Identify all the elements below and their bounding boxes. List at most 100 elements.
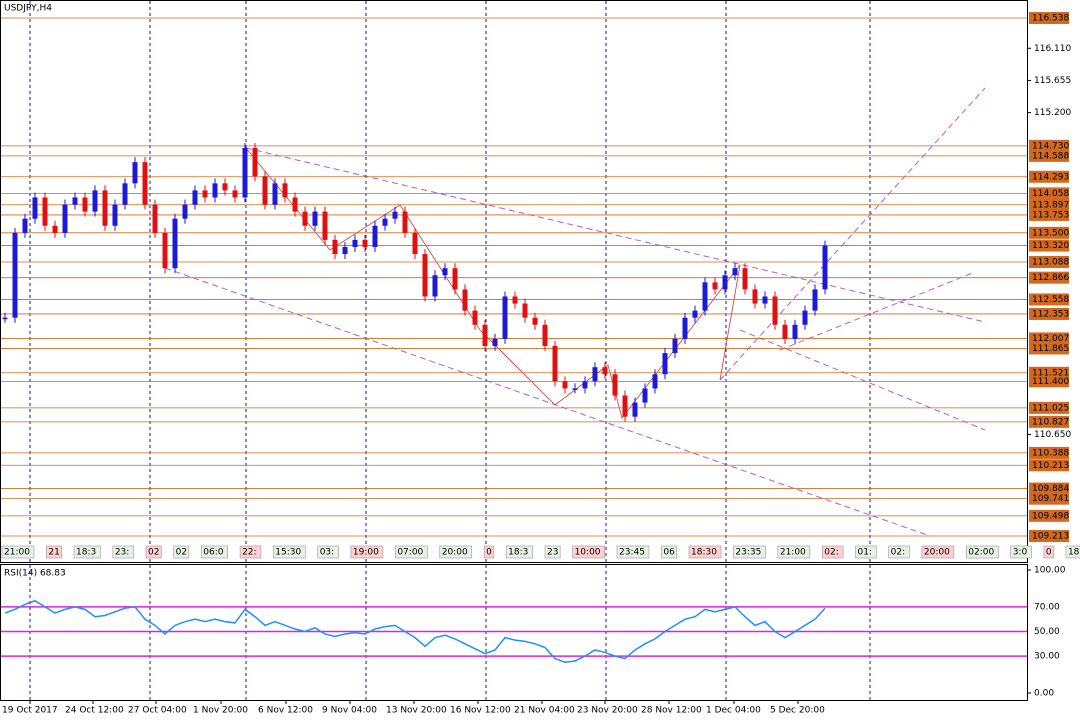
session-label: 06:0 — [203, 548, 223, 558]
time-label: 28 Nov 12:00 — [641, 706, 702, 716]
candle-body — [252, 147, 258, 177]
level-box — [1029, 307, 1069, 320]
candle-body — [632, 402, 638, 417]
session-label: 06 — [663, 548, 675, 558]
candle-body — [352, 239, 358, 247]
zigzag — [245, 147, 741, 419]
time-label: 5 Dec 20:00 — [770, 706, 825, 716]
candle-body — [142, 162, 148, 205]
candle-body — [282, 183, 288, 198]
session-label: 20:00 — [924, 548, 950, 558]
candle-body — [722, 275, 728, 290]
candle-body — [802, 310, 808, 325]
candle-body — [132, 162, 138, 184]
session-box — [1010, 545, 1032, 559]
session-box — [145, 545, 162, 559]
candle-body — [122, 183, 128, 205]
candle-body — [192, 190, 198, 205]
candle-body — [792, 324, 798, 339]
level-label: 113.088 — [1032, 257, 1069, 267]
candle-body — [702, 282, 708, 311]
session-box — [350, 545, 384, 559]
session-box — [46, 545, 62, 559]
candle-body — [412, 232, 418, 255]
candle-body — [592, 367, 598, 382]
session-box — [777, 545, 811, 559]
candle-body — [772, 296, 778, 325]
session-box — [966, 545, 999, 559]
price-tick-label: 116.110 — [1034, 44, 1071, 54]
level-box — [1029, 446, 1069, 459]
level-box — [1029, 492, 1069, 505]
candle-body — [92, 190, 98, 212]
trend-line — [245, 147, 986, 323]
time-label: 21 Nov 04:00 — [514, 706, 575, 716]
candle-body — [472, 310, 478, 325]
session-box — [921, 545, 955, 559]
rsi-tick-label: 50.00 — [1034, 627, 1060, 637]
candle-body — [542, 324, 548, 346]
price-tick-label: 115.200 — [1034, 108, 1071, 118]
session-label: 18:3 — [76, 548, 96, 558]
session-label: 18:3 — [508, 548, 528, 558]
candle-body — [572, 388, 578, 390]
session-box — [505, 545, 533, 559]
level-box — [1029, 239, 1069, 252]
candle-body — [622, 395, 628, 417]
candle-body — [612, 374, 618, 396]
level-box — [1029, 332, 1069, 345]
session-label: 10:00 — [575, 548, 601, 558]
candle-body — [202, 190, 208, 198]
candle-body — [492, 338, 498, 346]
candle-body — [322, 211, 328, 240]
candle-body — [362, 239, 368, 247]
session-box — [1, 545, 35, 559]
session-box — [395, 545, 428, 559]
candle-body — [152, 204, 158, 233]
price-tick-label: 110.650 — [1034, 430, 1071, 440]
session-label: 03: — [320, 548, 334, 558]
session-label: 21:00 — [4, 548, 30, 558]
candle-body — [392, 211, 398, 219]
candle-body — [422, 254, 428, 297]
session-box — [616, 545, 650, 559]
candle-body — [312, 211, 318, 226]
candle-body — [272, 183, 278, 205]
session-label: 02: — [824, 548, 838, 558]
level-box — [1029, 401, 1069, 414]
rsi-tick-label: 100.00 — [1034, 566, 1066, 576]
candle-body — [112, 204, 118, 226]
level-label: 112.353 — [1032, 309, 1069, 319]
price-tick-label: 115.655 — [1034, 76, 1071, 86]
level-box — [1029, 530, 1069, 542]
candle-body — [432, 275, 438, 297]
session-box — [173, 545, 190, 559]
session-box — [272, 545, 306, 559]
candle-body — [172, 218, 178, 269]
trend-lines — [164, 87, 986, 537]
candle-body — [302, 211, 308, 226]
session-box — [688, 545, 722, 559]
level-box — [1029, 509, 1069, 522]
candle-body — [62, 204, 68, 233]
candle-body — [682, 317, 688, 339]
candle-body — [562, 381, 568, 389]
candle-body — [22, 218, 28, 233]
candle-body — [532, 317, 538, 325]
session-label: 0 — [486, 548, 492, 558]
level-box — [1029, 187, 1069, 200]
rsi-line — [4, 599, 826, 664]
session-box — [821, 545, 844, 559]
level-label: 111.400 — [1032, 377, 1069, 387]
level-label: 113.753 — [1032, 210, 1069, 220]
session-box — [572, 545, 605, 559]
candle-body — [402, 211, 408, 233]
level-label: 109.884 — [1032, 484, 1069, 494]
session-label: 07:00 — [397, 548, 423, 558]
candle-body — [32, 197, 38, 219]
level-label: 114.588 — [1032, 151, 1069, 161]
level-box — [1029, 459, 1069, 472]
session-box — [239, 545, 262, 559]
trend-line — [739, 329, 986, 431]
